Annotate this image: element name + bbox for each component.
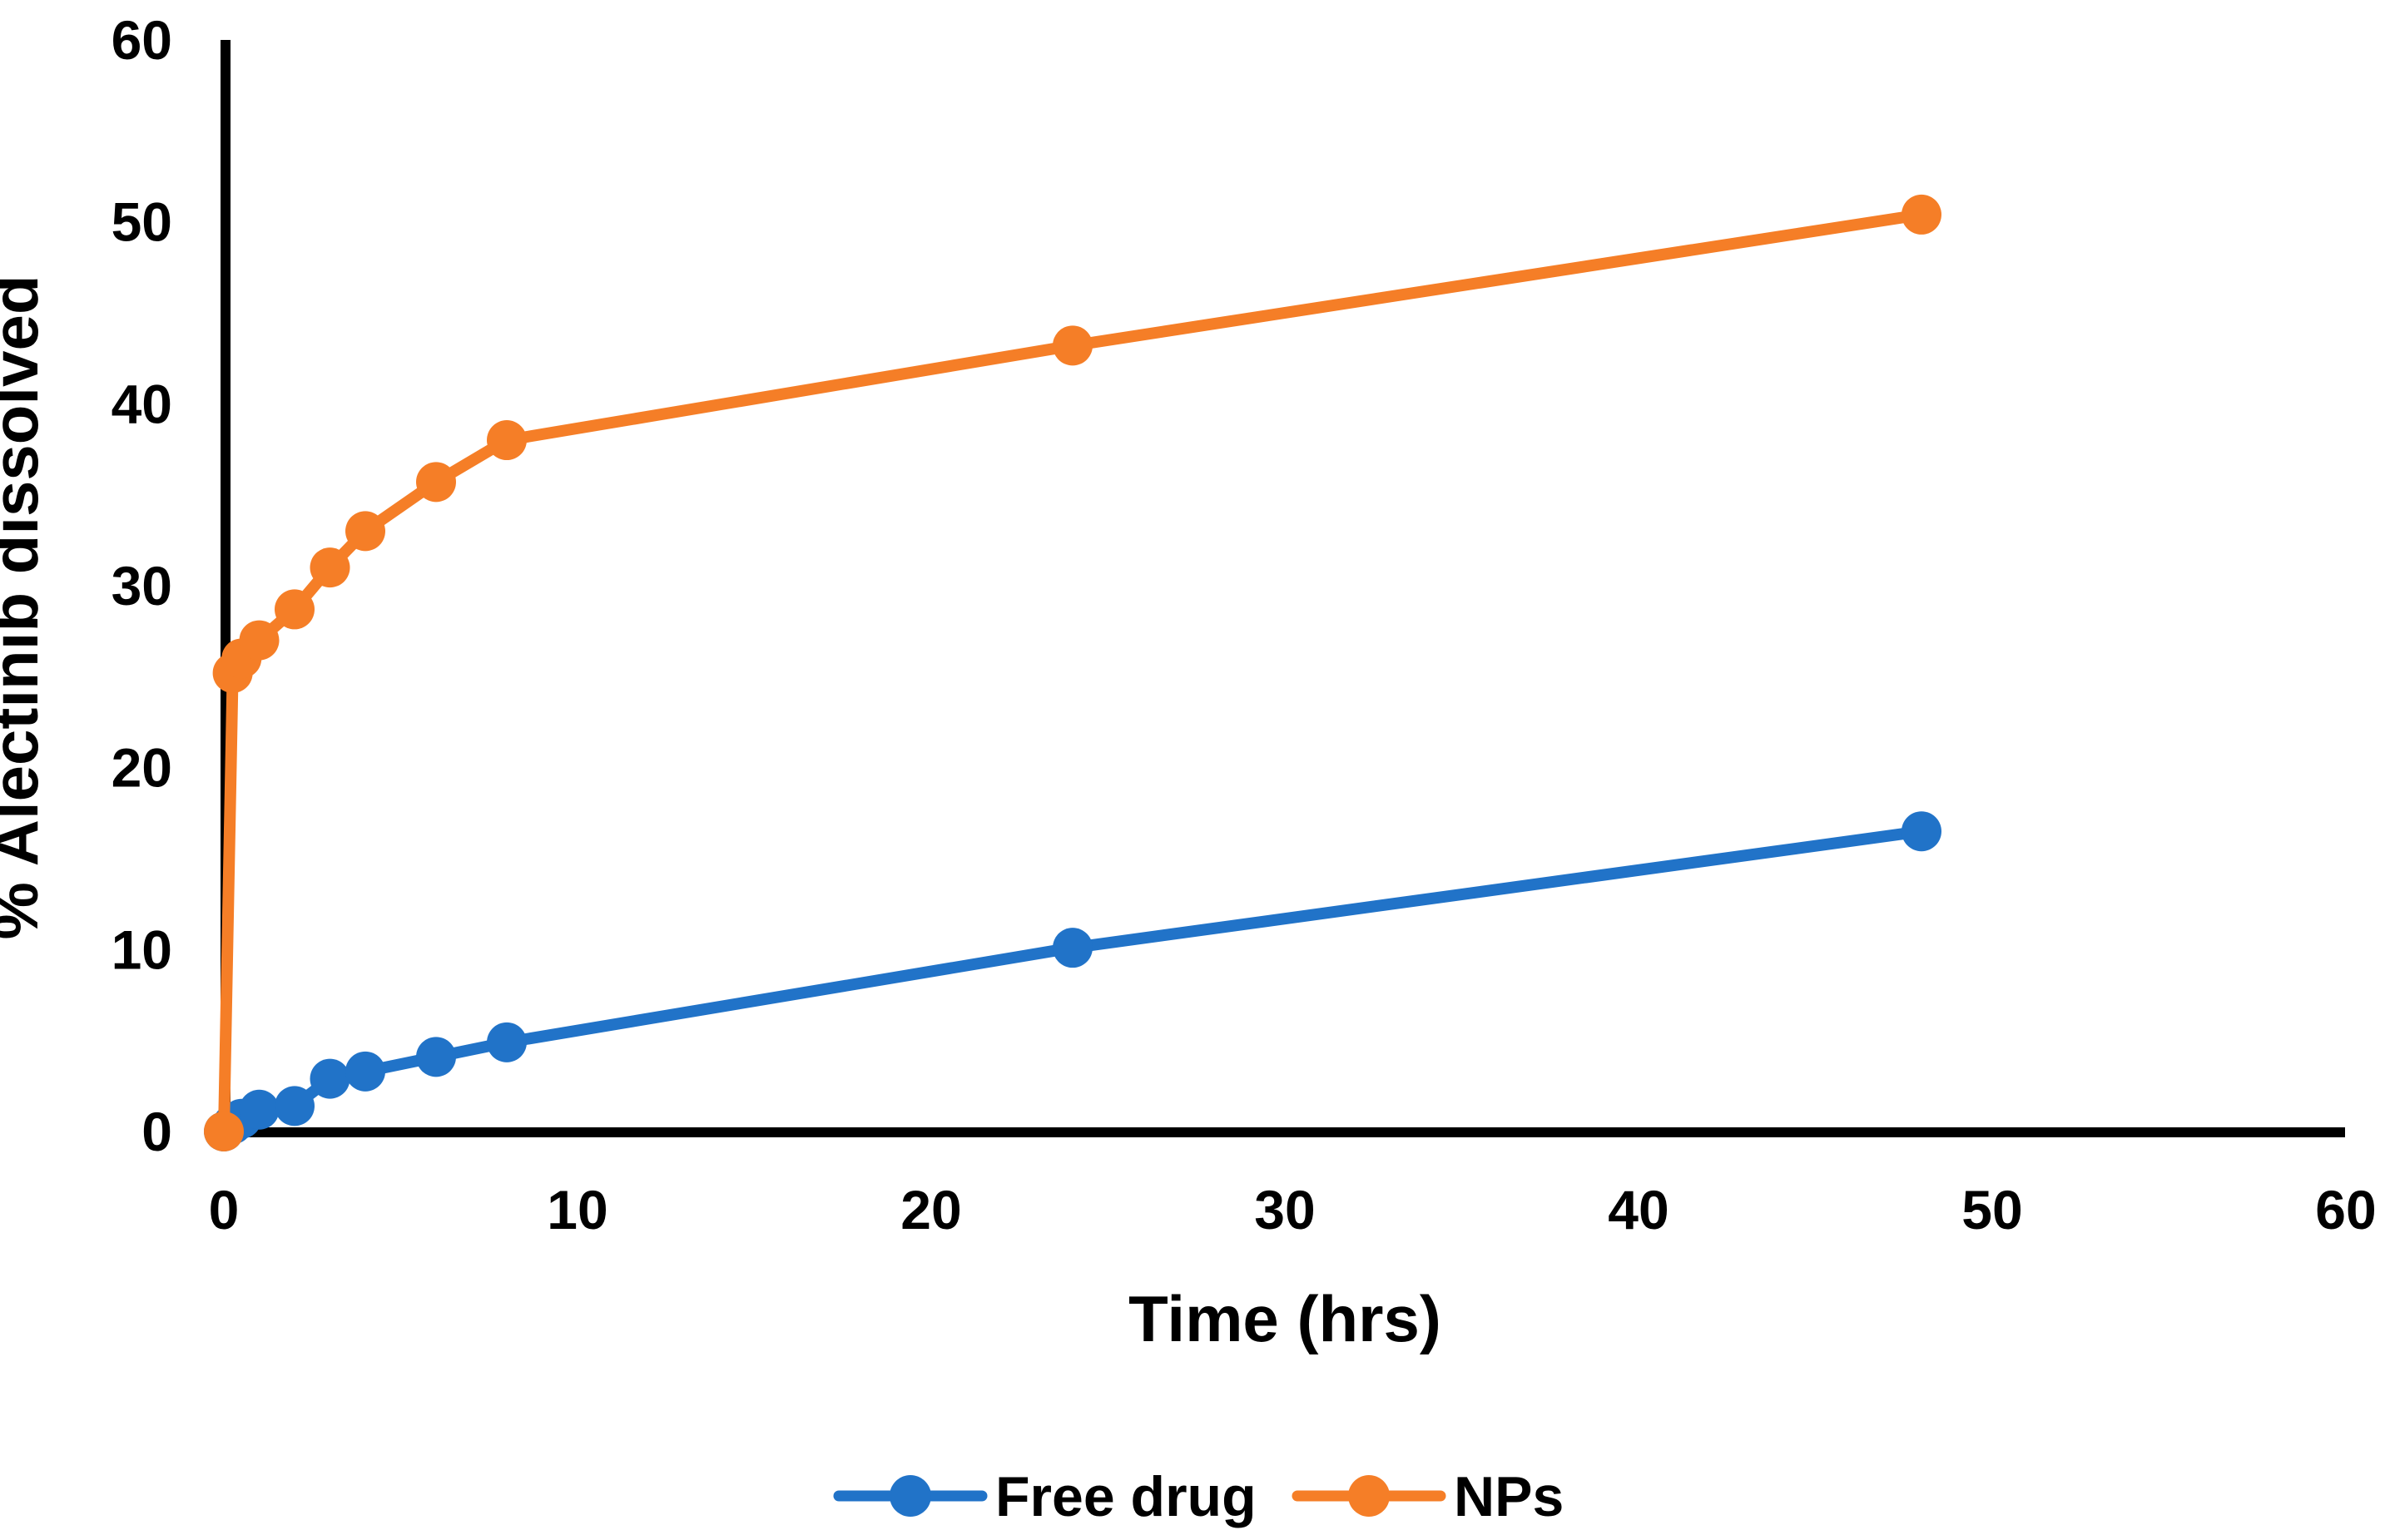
x-tick-label: 10 xyxy=(547,1179,607,1240)
data-point-nps xyxy=(1053,325,1093,366)
data-point-free-drug xyxy=(275,1086,315,1127)
y-tick-label: 60 xyxy=(112,9,172,71)
y-tick-label: 10 xyxy=(112,919,172,980)
x-tick-label: 20 xyxy=(900,1179,961,1240)
y-tick-label: 40 xyxy=(112,373,172,434)
data-point-free-drug xyxy=(487,1022,527,1062)
x-tick-label: 30 xyxy=(1254,1179,1315,1240)
x-tick-label: 40 xyxy=(1608,1179,1669,1240)
data-point-nps xyxy=(345,511,385,552)
y-tick-label: 20 xyxy=(112,737,172,799)
data-point-free-drug xyxy=(345,1051,385,1092)
x-axis-title: Time (hrs) xyxy=(1128,1282,1441,1355)
data-point-nps xyxy=(204,1112,244,1151)
data-point-free-drug xyxy=(1053,928,1093,968)
data-point-free-drug xyxy=(1902,811,1941,852)
series-line-free-drug xyxy=(218,825,1927,1137)
data-point-free-drug xyxy=(416,1037,456,1077)
data-point-nps xyxy=(1902,194,1941,235)
data-point-nps xyxy=(239,620,280,661)
legend-marker-dot-free-drug xyxy=(890,1475,931,1517)
series-free-drug xyxy=(204,811,1941,1151)
data-point-nps xyxy=(487,420,527,461)
data-point-free-drug xyxy=(239,1089,280,1130)
data-point-nps xyxy=(275,589,315,630)
legend-label-free-drug: Free drug xyxy=(995,1465,1257,1528)
x-tick-label: 50 xyxy=(1961,1179,2022,1240)
y-tick-label: 30 xyxy=(112,555,172,616)
y-axis-title: % Alectinib dissolved xyxy=(0,275,52,940)
y-tick-labels: 0 10 20 30 40 50 60 xyxy=(112,9,172,1162)
y-tick-label: 50 xyxy=(112,191,172,253)
x-tick-labels: 0 10 20 30 40 50 60 xyxy=(209,1179,2377,1240)
legend-label-nps: NPs xyxy=(1454,1465,1564,1528)
legend-item-nps: NPs xyxy=(1292,1465,1564,1528)
data-point-free-drug xyxy=(310,1058,350,1099)
legend: Free drug NPs xyxy=(833,1465,1564,1528)
data-point-nps xyxy=(416,462,456,503)
legend-marker-dot-nps xyxy=(1348,1475,1390,1517)
data-point-nps xyxy=(310,547,350,588)
legend-item-free-drug: Free drug xyxy=(833,1465,1257,1528)
series-layer xyxy=(204,194,1941,1151)
series-nps xyxy=(204,194,1941,1151)
y-tick-label: 0 xyxy=(141,1101,172,1162)
x-tick-label: 60 xyxy=(2315,1179,2376,1240)
x-tick-label: 0 xyxy=(209,1179,240,1240)
